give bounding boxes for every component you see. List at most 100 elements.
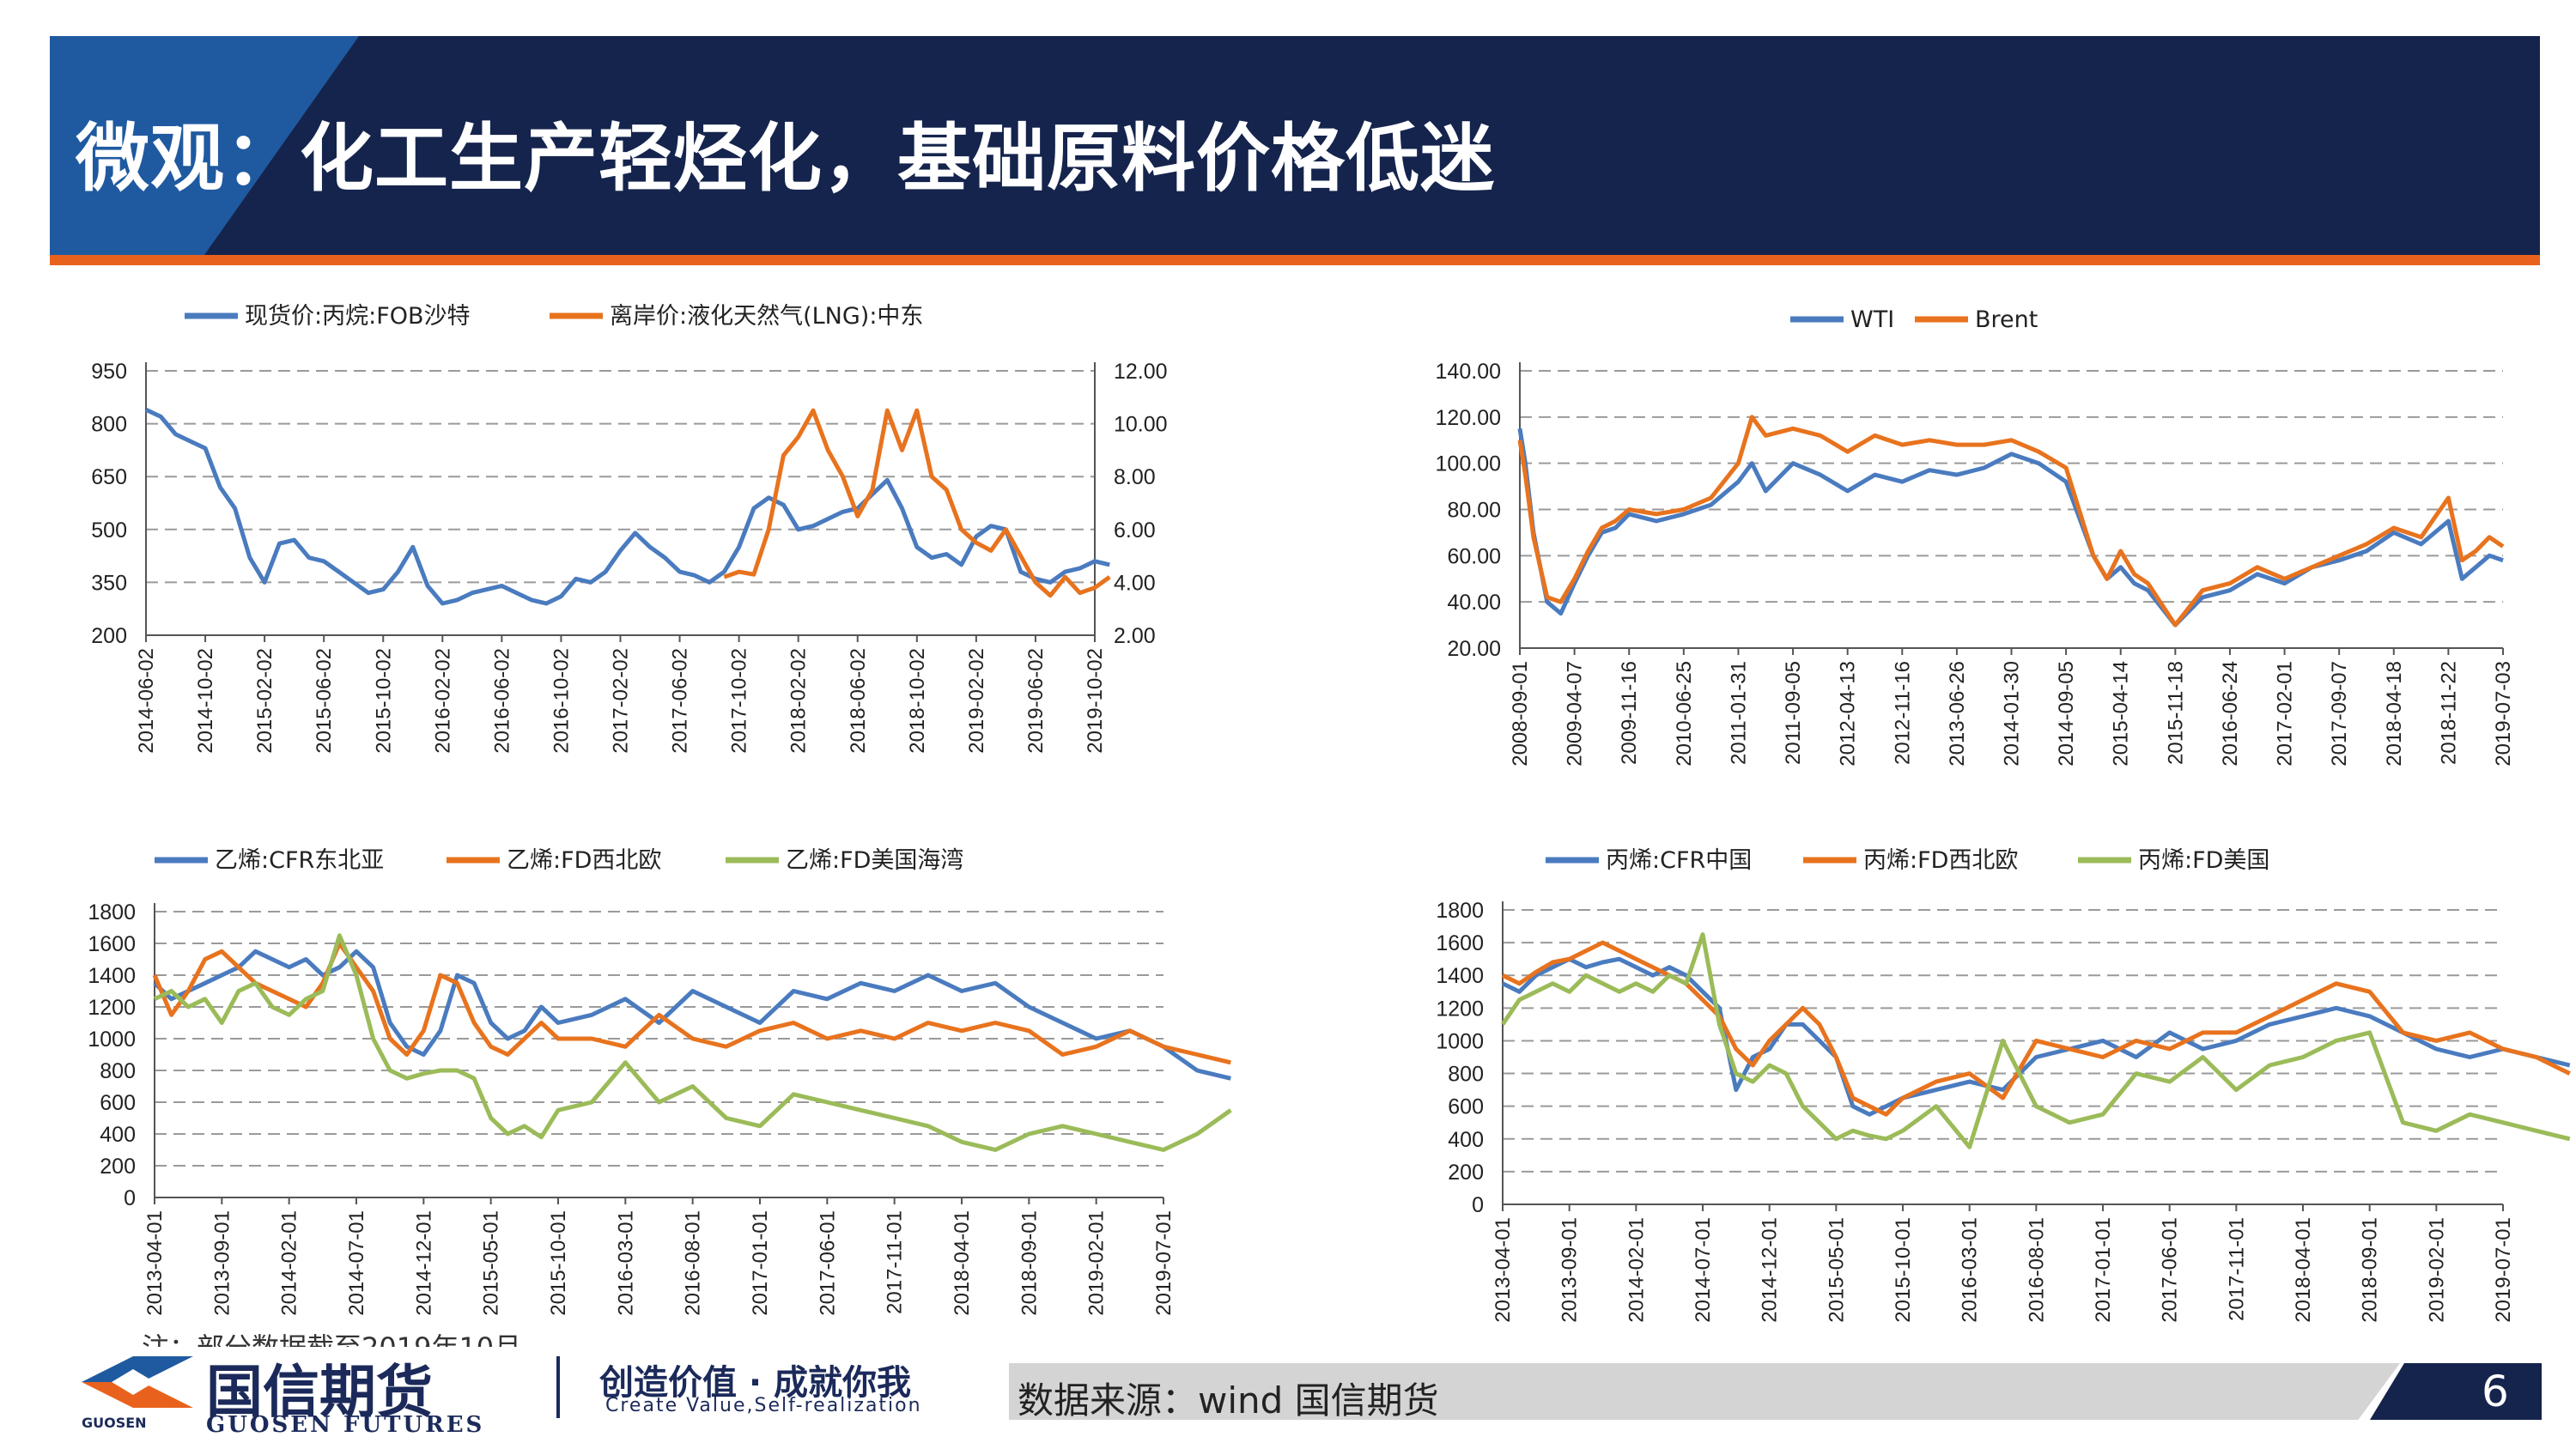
legend-label: 丙烯:CFR中国 <box>1606 847 1752 874</box>
y2-tick-label: 2.00 <box>1114 624 1156 648</box>
x-tick-label: 2016-06-02 <box>490 648 513 754</box>
y-tick-label: 500 <box>91 518 127 543</box>
x-tick-label: 2010-06-25 <box>1673 661 1696 767</box>
y-tick-label: 350 <box>91 571 127 595</box>
brand-small-text: GUOSEN <box>82 1415 147 1431</box>
legend-label: 现货价:丙烷:FOB沙特 <box>245 303 471 330</box>
x-tick-label: 2012-04-13 <box>1837 661 1860 767</box>
y-tick-label: 200 <box>100 1155 136 1179</box>
x-tick-label: 2019-07-01 <box>2492 1217 2515 1323</box>
x-tick-label: 2019-10-02 <box>1084 648 1107 754</box>
x-tick-label: 2014-02-01 <box>278 1210 301 1316</box>
y-tick-label: 120.00 <box>1436 406 1501 430</box>
legend-label: WTI <box>1850 306 1894 333</box>
legend-label: 离岸价:液化天然气(LNG):中东 <box>610 303 923 330</box>
y-tick-label: 1000 <box>1436 1029 1484 1053</box>
y2-tick-label: 12.00 <box>1114 360 1168 384</box>
x-tick-label: 2019-02-02 <box>965 648 988 754</box>
x-tick-label: 2015-02-02 <box>253 648 276 754</box>
x-tick-label: 2014-01-30 <box>2001 661 2024 767</box>
y-tick-label: 800 <box>1448 1063 1484 1087</box>
x-tick-label: 2018-04-01 <box>951 1210 974 1316</box>
x-tick-label: 2018-09-01 <box>2359 1217 2382 1323</box>
y2-tick-label: 6.00 <box>1114 518 1156 543</box>
x-tick-label: 2014-10-02 <box>194 648 217 754</box>
x-tick-label: 2016-03-01 <box>1959 1217 1982 1323</box>
page-number-badge <box>2370 1363 2542 1420</box>
y-tick-label: 80.00 <box>1447 499 1501 523</box>
header-divider <box>50 255 2540 265</box>
x-tick-label: 2016-06-24 <box>2219 661 2242 767</box>
y-tick-label: 40.00 <box>1447 591 1501 615</box>
y-tick-label: 0 <box>124 1186 136 1210</box>
x-tick-label: 2017-06-01 <box>816 1210 839 1316</box>
legend-label: 丙烯:FD美国 <box>2138 847 2269 874</box>
y-tick-label: 1200 <box>1436 997 1484 1021</box>
footer-separator <box>556 1356 560 1418</box>
x-tick-label: 2017-09-07 <box>2328 661 2351 767</box>
x-tick-label: 2017-02-02 <box>610 648 633 754</box>
legend-label: 乙烯:FD西北欧 <box>507 847 661 874</box>
slogan-en: Create Value,Self-realization <box>605 1395 922 1416</box>
y-tick-label: 800 <box>91 413 127 437</box>
y-tick-label: 400 <box>1448 1128 1484 1152</box>
x-tick-label: 2014-02-01 <box>1625 1217 1648 1323</box>
y-tick-label: 1800 <box>1436 899 1484 923</box>
x-tick-label: 2017-06-01 <box>2159 1217 2182 1323</box>
x-tick-label: 2016-10-02 <box>550 648 573 754</box>
x-tick-label: 2018-10-02 <box>906 648 929 754</box>
x-tick-label: 2018-11-22 <box>2437 661 2460 765</box>
series-line-2 <box>1500 932 2571 1149</box>
series-line-0 <box>1501 956 2571 1117</box>
series-line-1 <box>723 408 1111 598</box>
x-tick-label: 2019-07-03 <box>2492 661 2515 767</box>
x-tick-label: 2019-07-01 <box>1152 1210 1176 1316</box>
chart-c1: 200 350 500 650 800 950 2.00 4.00 6.00 8.00 10.00 1… <box>91 303 1167 754</box>
brand-name-cn: 国信期货 <box>206 1358 433 1425</box>
x-tick-label: 2017-02-01 <box>2274 661 2297 767</box>
y-tick-label: 1200 <box>88 996 136 1020</box>
chart-c3: 0 200 400 600 800 1000 1200 1400 1600 1800 2013-04… <box>88 847 1232 1316</box>
x-tick-label: 2016-08-01 <box>2025 1217 2048 1323</box>
x-tick-label: 2014-06-02 <box>135 648 158 754</box>
x-tick-label: 2012-11-16 <box>1891 661 1914 765</box>
y-tick-label: 140.00 <box>1436 360 1501 384</box>
x-tick-label: 2016-03-01 <box>614 1210 637 1316</box>
series-line-1 <box>1517 415 2505 627</box>
y-tick-label: 650 <box>91 465 127 489</box>
brand-name-en: GUOSEN FUTURES <box>206 1412 485 1438</box>
y-tick-label: 1600 <box>1436 931 1484 955</box>
y2-tick-label: 8.00 <box>1114 465 1156 489</box>
x-tick-label: 2017-11-01 <box>884 1210 907 1314</box>
x-tick-label: 2019-02-01 <box>2425 1217 2448 1323</box>
x-tick-label: 2008-09-01 <box>1509 661 1532 767</box>
x-tick-label: 2013-09-01 <box>210 1210 234 1316</box>
y-tick-label: 0 <box>1472 1193 1484 1217</box>
x-tick-label: 2018-04-18 <box>2383 661 2406 767</box>
series-line-1 <box>1501 940 2571 1117</box>
x-tick-label: 2014-07-01 <box>1692 1217 1715 1323</box>
x-tick-label: 2011-09-05 <box>1782 661 1805 765</box>
x-tick-label: 2017-01-01 <box>749 1210 772 1316</box>
y-tick-label: 400 <box>100 1123 136 1147</box>
legend-label: 丙烯:FD西北欧 <box>1863 847 2018 874</box>
x-tick-label: 2017-10-02 <box>728 648 751 754</box>
x-tick-label: 2017-01-01 <box>2092 1217 2115 1323</box>
x-tick-label: 2015-04-14 <box>2110 661 2133 767</box>
x-tick-label: 2009-04-07 <box>1564 661 1587 767</box>
x-tick-label: 2018-02-02 <box>787 648 811 754</box>
y-tick-label: 800 <box>100 1059 136 1083</box>
series-line-1 <box>152 941 1231 1065</box>
x-tick-label: 2013-09-01 <box>1558 1217 1582 1323</box>
x-tick-label: 2015-10-01 <box>1892 1217 1915 1323</box>
x-tick-label: 2013-06-26 <box>1946 661 1969 767</box>
legend-label: Brent <box>1975 306 2038 333</box>
guosen-logo-icon <box>82 1356 193 1408</box>
x-tick-label: 2014-07-01 <box>345 1210 368 1316</box>
series-line-0 <box>1517 427 2504 627</box>
y-tick-label: 200 <box>1448 1161 1484 1185</box>
y2-tick-label: 10.00 <box>1114 413 1168 437</box>
x-tick-label: 2017-11-01 <box>2225 1217 2248 1321</box>
y-tick-label: 600 <box>1448 1095 1484 1119</box>
legend-label: 乙烯:CFR东北亚 <box>215 847 384 874</box>
